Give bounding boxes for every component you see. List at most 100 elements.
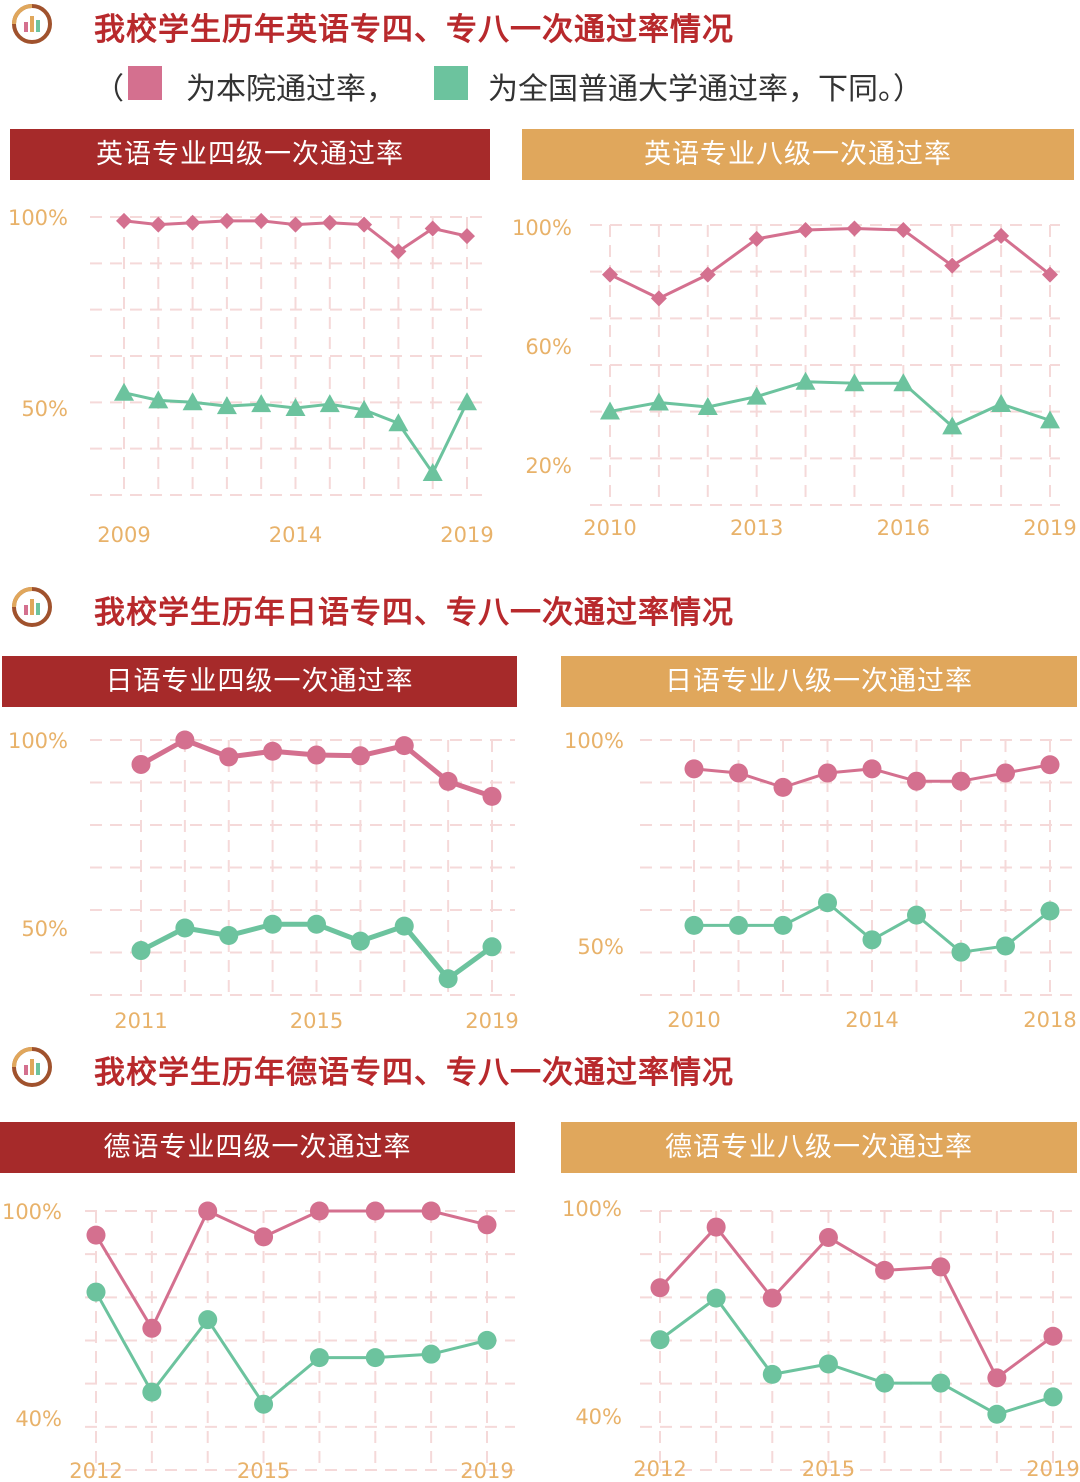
x-tick-label: 2018 <box>1023 1008 1076 1032</box>
data-point-national <box>684 915 704 935</box>
data-point-national <box>216 396 237 415</box>
data-point-school <box>650 290 667 307</box>
legend-national-label: 为全国普通大学通过率，下同。） <box>488 72 923 107</box>
chart-banner-english-cet4: 英语专业四级一次通过率 <box>10 129 490 180</box>
data-point-school <box>846 220 863 237</box>
data-point-national <box>319 394 340 413</box>
section-title: 我校学生历年德语专四、专八一次通过率情况 <box>94 1055 734 1091</box>
data-point-school <box>797 221 814 238</box>
data-point-school <box>818 1227 838 1247</box>
legend-open-paren: （ <box>94 72 124 107</box>
data-point-national <box>365 1348 385 1368</box>
y-tick-label: 100% <box>512 216 572 240</box>
y-tick-label: 100% <box>8 729 68 753</box>
y-tick-label: 100% <box>8 206 68 230</box>
data-point-national <box>875 1373 895 1393</box>
data-point-school <box>287 216 304 233</box>
data-point-national <box>309 1348 329 1368</box>
section-title: 我校学生历年英语专四、专八一次通过率情况 <box>94 12 734 48</box>
data-point-school <box>684 759 704 779</box>
chart-english-cet4: 100% 50% 2009 2014 2019 <box>0 195 530 555</box>
data-point-school <box>424 220 441 237</box>
y-tick-label: 40% <box>15 1407 62 1431</box>
data-point-national <box>1040 901 1060 921</box>
x-tick-label: 2012 <box>69 1459 122 1482</box>
data-point-school <box>175 730 195 750</box>
data-point-school <box>729 763 748 783</box>
data-point-national <box>254 1394 274 1414</box>
x-tick-label: 2015 <box>802 1457 855 1481</box>
data-point-school <box>350 746 370 766</box>
data-point-school <box>987 1368 1007 1388</box>
data-point-school <box>86 1225 106 1245</box>
chart-german-level8: 100% 40% 2012 2015 2019 <box>560 1190 1080 1482</box>
data-point-school <box>309 1201 329 1221</box>
data-point-national <box>795 371 816 390</box>
data-point-national <box>388 413 409 432</box>
data-point-school <box>116 212 132 229</box>
data-point-national <box>148 390 169 409</box>
legend: （ 为本院通过率， 为全国普通大学通过率，下同。） <box>94 62 1074 107</box>
chart-badge-icon <box>12 4 52 44</box>
data-point-school <box>356 216 373 233</box>
data-point-national <box>862 930 882 950</box>
data-point-school <box>150 216 167 233</box>
section-header-japanese: 我校学生历年日语专四、专八一次通过率情况 <box>10 585 1010 631</box>
data-point-national <box>422 462 443 481</box>
chart-svg: 100% 40% 2012 2015 2019 <box>562 1197 1080 1481</box>
chart-banner-japanese-level4: 日语专业四级一次通过率 <box>2 656 517 707</box>
data-point-school <box>895 221 912 238</box>
x-tick-label: 2019 <box>440 523 493 547</box>
x-tick-label: 2015 <box>290 1009 343 1033</box>
data-point-school <box>951 771 971 791</box>
chart-banner-japanese-level8: 日语专业八级一次通过率 <box>561 656 1077 707</box>
series-line-school <box>658 1225 1054 1380</box>
data-point-national <box>251 394 272 413</box>
y-tick-label: 40% <box>575 1405 622 1429</box>
y-tick-label: 60% <box>525 335 572 359</box>
data-point-school <box>198 1201 218 1221</box>
data-point-school <box>390 243 407 260</box>
data-point-school <box>142 1318 162 1338</box>
data-point-school <box>1043 1326 1063 1346</box>
data-point-school <box>944 257 961 274</box>
data-point-national <box>1040 410 1060 429</box>
data-point-school <box>218 212 235 229</box>
x-tick-label: 2015 <box>237 1459 290 1482</box>
chart-badge-icon <box>12 587 52 627</box>
y-tick-label: 50% <box>577 935 624 959</box>
series-line-school <box>609 226 1051 300</box>
y-tick-label: 50% <box>21 917 68 941</box>
data-point-national <box>907 905 926 925</box>
data-point-school <box>907 771 926 791</box>
data-point-school <box>602 266 618 283</box>
data-point-national <box>394 916 414 936</box>
data-point-school <box>818 763 837 783</box>
y-tick-label: 100% <box>2 1200 62 1224</box>
data-point-national <box>86 1282 106 1302</box>
data-point-national <box>482 937 502 957</box>
data-point-school <box>321 214 338 231</box>
data-point-school <box>706 1217 726 1237</box>
section-header-german: 我校学生历年德语专四、专八一次通过率情况 <box>10 1045 1010 1091</box>
data-point-school <box>394 736 414 756</box>
chart-svg: 100% 50% 2009 2014 2019 <box>8 206 494 547</box>
data-point-school <box>993 227 1010 244</box>
legend-school-swatch <box>128 66 162 100</box>
data-point-school <box>996 763 1015 783</box>
y-tick-label: 50% <box>21 397 68 421</box>
section-header-english: 我校学生历年英语专四、专八一次通过率情况 <box>10 2 1010 48</box>
x-tick-label: 2014 <box>269 523 322 547</box>
data-point-national <box>818 893 837 913</box>
data-point-school <box>253 212 270 229</box>
data-point-school <box>254 1227 274 1247</box>
data-point-school <box>762 1288 782 1308</box>
data-point-school <box>438 771 458 791</box>
chart-banner-german-level4: 德语专业四级一次通过率 <box>0 1122 515 1173</box>
x-tick-label: 2010 <box>667 1008 720 1032</box>
data-point-school <box>219 747 239 767</box>
data-point-school <box>184 214 201 231</box>
data-point-national <box>142 1382 162 1402</box>
x-tick-label: 2019 <box>1023 516 1076 540</box>
data-point-school <box>307 745 326 765</box>
